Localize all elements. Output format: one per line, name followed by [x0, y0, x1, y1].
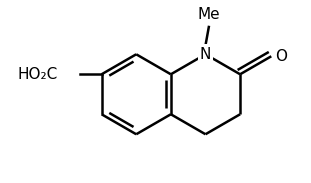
Text: N: N	[200, 47, 211, 62]
Text: HO₂C: HO₂C	[17, 67, 58, 82]
Text: HO: HO	[34, 67, 58, 82]
Text: O: O	[275, 49, 287, 64]
Text: Me: Me	[197, 7, 220, 22]
